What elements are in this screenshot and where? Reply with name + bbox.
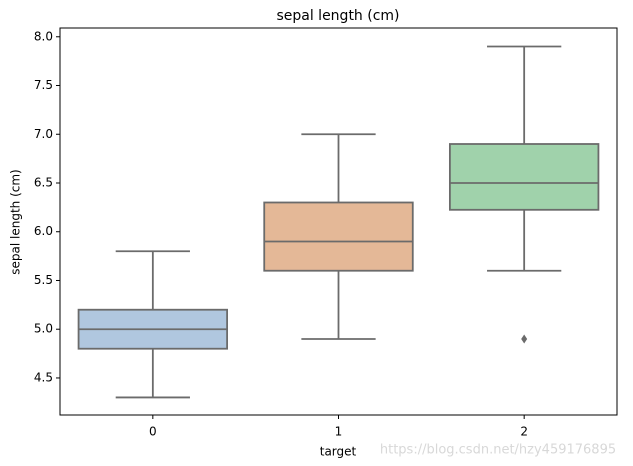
x-tick-label: 0 <box>149 425 157 439</box>
y-tick-label: 5.5 <box>34 273 53 287</box>
x-axis-label: target <box>320 445 357 459</box>
plot-frame <box>59 27 618 416</box>
x-tick-label: 1 <box>335 425 343 439</box>
y-tick-label: 7.0 <box>34 127 53 141</box>
y-tick-label: 6.5 <box>34 175 53 189</box>
box <box>448 143 600 211</box>
y-tick-label: 5.0 <box>34 322 53 336</box>
y-tick-label: 8.0 <box>34 29 53 43</box>
chart-title: sepal length (cm) <box>276 8 399 24</box>
x-tick-label: 2 <box>520 425 528 439</box>
y-tick-label: 4.5 <box>34 370 53 384</box>
y-tick-label: 6.0 <box>34 224 53 238</box>
box <box>263 201 414 272</box>
y-tick-label: 7.5 <box>34 78 53 92</box>
y-axis-label: sepal length (cm) <box>9 169 23 274</box>
outlier <box>521 334 528 344</box>
watermark: https://blog.csdn.net/hzy459176895 <box>380 443 616 458</box>
